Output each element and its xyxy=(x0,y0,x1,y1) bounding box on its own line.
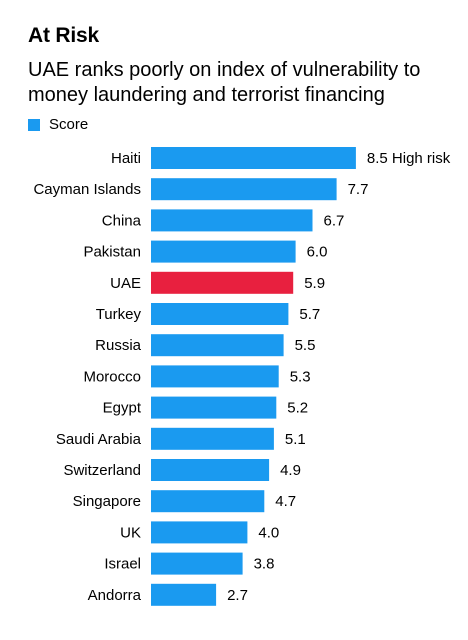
category-label: Turkey xyxy=(96,306,142,323)
legend-swatch xyxy=(28,118,40,131)
category-label: UK xyxy=(120,524,141,541)
bar-singapore xyxy=(151,490,265,513)
category-label: China xyxy=(102,212,142,229)
value-label: 5.5 xyxy=(295,337,316,354)
category-label: Israel xyxy=(104,556,141,573)
bar-saudi-arabia xyxy=(151,427,274,450)
value-label: 2.7 xyxy=(227,587,248,604)
bar-uk xyxy=(151,521,248,544)
category-label: Singapore xyxy=(73,493,141,510)
chart-subtitle: UAE ranks poorly on index of vulnerabili… xyxy=(28,59,421,106)
category-label: Morocco xyxy=(83,368,141,385)
bar-haiti xyxy=(151,147,356,169)
legend-label: Score xyxy=(49,116,89,133)
bar-switzerland xyxy=(151,459,270,481)
value-label: 3.8 xyxy=(254,556,275,573)
chart-title: At Risk xyxy=(28,24,99,47)
value-label: 4.7 xyxy=(275,493,296,510)
bar-turkey xyxy=(151,303,289,325)
bar-uae xyxy=(151,271,294,294)
category-label: Haiti xyxy=(111,150,141,167)
bar-israel xyxy=(151,552,243,575)
value-label: 6.7 xyxy=(324,212,345,229)
legend: Score xyxy=(28,116,88,133)
category-label: Switzerland xyxy=(63,462,141,479)
bar-egypt xyxy=(151,396,277,419)
bar-andorra xyxy=(151,583,217,606)
category-label: Cayman Islands xyxy=(33,181,141,198)
value-label: 5.9 xyxy=(304,275,325,292)
value-label: 5.2 xyxy=(287,400,308,417)
category-label: Saudi Arabia xyxy=(56,431,142,448)
category-label: Pakistan xyxy=(83,244,141,261)
value-label: 7.7 xyxy=(348,181,369,198)
bar-morocco xyxy=(151,365,279,388)
value-label: 6.0 xyxy=(307,244,328,261)
value-label: 4.9 xyxy=(280,462,301,479)
bar-china xyxy=(151,209,313,232)
value-label: 5.3 xyxy=(290,368,311,385)
category-label: UAE xyxy=(110,275,141,292)
category-label: Russia xyxy=(95,337,142,354)
value-label: 5.1 xyxy=(285,431,306,448)
bar-russia xyxy=(151,334,284,357)
bar-cayman-islands xyxy=(151,178,337,201)
value-label: 5.7 xyxy=(299,306,320,323)
category-label: Andorra xyxy=(88,587,142,604)
value-label: 8.5 High risk xyxy=(367,150,451,167)
category-label: Egypt xyxy=(103,400,142,417)
value-label: 4.0 xyxy=(258,524,279,541)
bar-pakistan xyxy=(151,240,296,263)
